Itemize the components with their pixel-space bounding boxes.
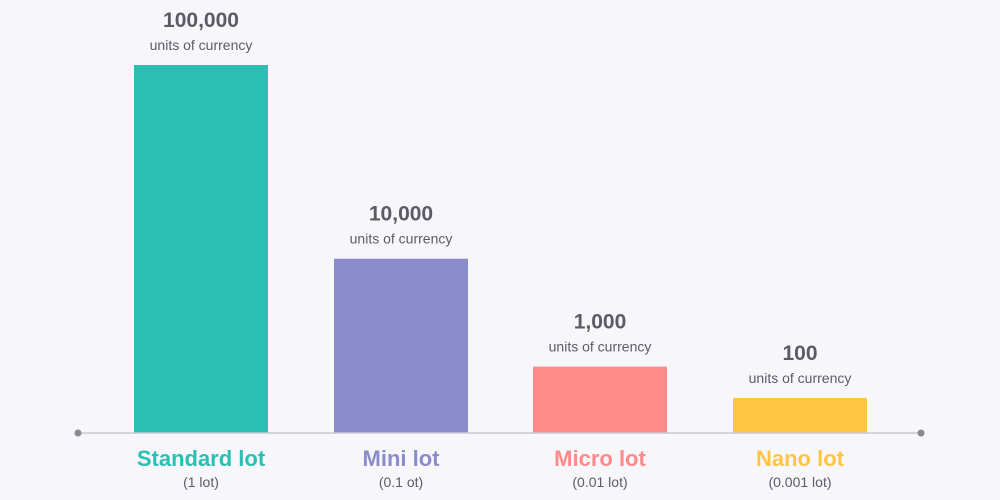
category-label-mini-lot: Mini lot: [363, 446, 441, 471]
labels-layer: units of currency 100,000 Standard lot (1 l…: [137, 9, 852, 490]
bar-standard-lot: [134, 65, 268, 433]
axis-left-dot: [74, 429, 82, 437]
category-label-nano-lot: Nano lot: [756, 446, 845, 471]
unit-label-mini-lot: units of currency: [350, 231, 453, 247]
category-label-micro-lot: Micro lot: [554, 446, 646, 471]
category-subtitle-mini-lot: (0.1 ot): [379, 474, 423, 490]
value-label-mini-lot: 10,000: [369, 203, 433, 226]
bar-mini-lot: [334, 258, 468, 433]
category-subtitle-standard-lot: (1 lot): [183, 474, 219, 490]
bars-layer: [134, 65, 867, 433]
value-label-standard-lot: 100,000: [163, 9, 239, 32]
unit-label-nano-lot: units of currency: [749, 370, 852, 386]
bar-micro-lot: [533, 366, 667, 433]
axis-layer: [74, 429, 925, 437]
category-label-standard-lot: Standard lot: [137, 446, 266, 471]
unit-label-micro-lot: units of currency: [549, 339, 652, 355]
unit-label-standard-lot: units of currency: [150, 37, 253, 53]
category-subtitle-micro-lot: (0.01 lot): [572, 474, 627, 490]
value-label-micro-lot: 1,000: [574, 311, 627, 334]
category-subtitle-nano-lot: (0.001 lot): [768, 474, 831, 490]
value-label-nano-lot: 100: [782, 342, 817, 365]
bar-nano-lot: [733, 398, 867, 433]
axis-right-dot: [917, 429, 925, 437]
